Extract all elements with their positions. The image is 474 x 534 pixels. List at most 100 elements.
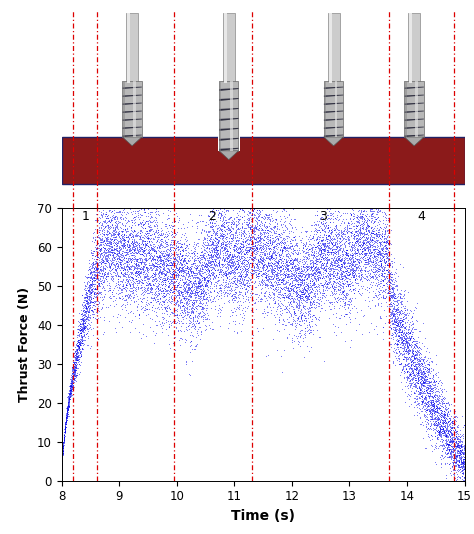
Point [292,323,300,332]
Point [234,236,242,245]
Point [372,279,380,288]
Point [338,282,346,290]
Point [428,414,436,423]
Point [112,252,119,261]
Point [58,463,65,472]
Point [330,265,338,273]
Point [375,247,383,255]
Point [356,235,363,244]
Point [457,476,465,485]
Point [400,336,408,344]
Point [282,264,290,273]
Point [106,239,113,248]
Point [451,461,458,470]
Point [302,292,310,300]
Point [281,288,289,297]
Point [295,275,302,284]
Point [435,444,442,452]
Point [108,287,116,296]
Point [164,261,171,269]
Point [238,275,246,284]
Point [158,250,165,259]
Point [342,290,349,299]
Point [231,265,239,274]
Point [144,231,152,240]
Point [95,287,102,296]
Point [137,269,145,278]
Point [128,238,136,247]
Point [184,255,192,264]
Point [144,219,152,227]
Point [251,250,258,258]
Point [341,295,349,304]
Point [106,285,114,294]
Point [211,232,219,241]
Point [183,297,191,306]
Point [441,411,449,419]
Point [456,435,464,443]
Point [125,204,133,213]
Point [124,274,131,283]
Point [404,350,412,359]
Point [254,257,262,266]
Point [434,408,441,417]
Point [122,282,130,291]
Point [87,325,95,333]
Point [108,216,115,224]
Point [409,375,416,383]
Point [420,411,428,419]
Point [224,260,232,269]
Point [151,279,159,287]
Point [383,244,391,252]
Point [109,224,117,232]
Point [258,212,266,221]
Point [247,269,255,277]
Point [403,318,410,326]
Point [146,240,154,248]
Point [88,281,95,290]
Point [300,312,308,320]
Point [246,281,254,289]
Point [115,255,122,264]
Point [126,240,133,248]
Point [302,296,310,304]
Point [289,344,297,352]
Point [349,261,356,269]
Point [204,277,211,285]
Point [75,359,82,368]
Point [169,339,177,347]
Point [318,204,326,213]
Point [285,270,292,278]
Point [146,265,153,273]
Point [458,472,466,480]
Point [72,371,80,379]
Point [124,237,132,246]
Point [185,270,193,278]
Point [104,221,112,230]
Point [285,293,292,302]
Point [103,228,111,237]
Point [292,276,300,284]
Point [242,270,250,278]
Point [438,413,445,421]
Point [130,226,138,235]
Point [442,441,449,449]
Point [194,274,201,282]
Point [404,345,411,354]
Point [247,231,255,240]
Point [428,410,436,419]
Point [208,287,215,296]
Point [119,269,127,278]
Point [195,270,202,278]
Point [382,234,390,243]
Point [292,262,300,270]
Point [82,301,89,309]
Point [116,266,123,274]
Point [137,260,145,268]
Point [376,248,383,257]
Point [295,312,302,320]
Point [224,224,232,232]
Point [193,264,201,272]
Point [151,272,159,280]
Point [216,223,224,232]
